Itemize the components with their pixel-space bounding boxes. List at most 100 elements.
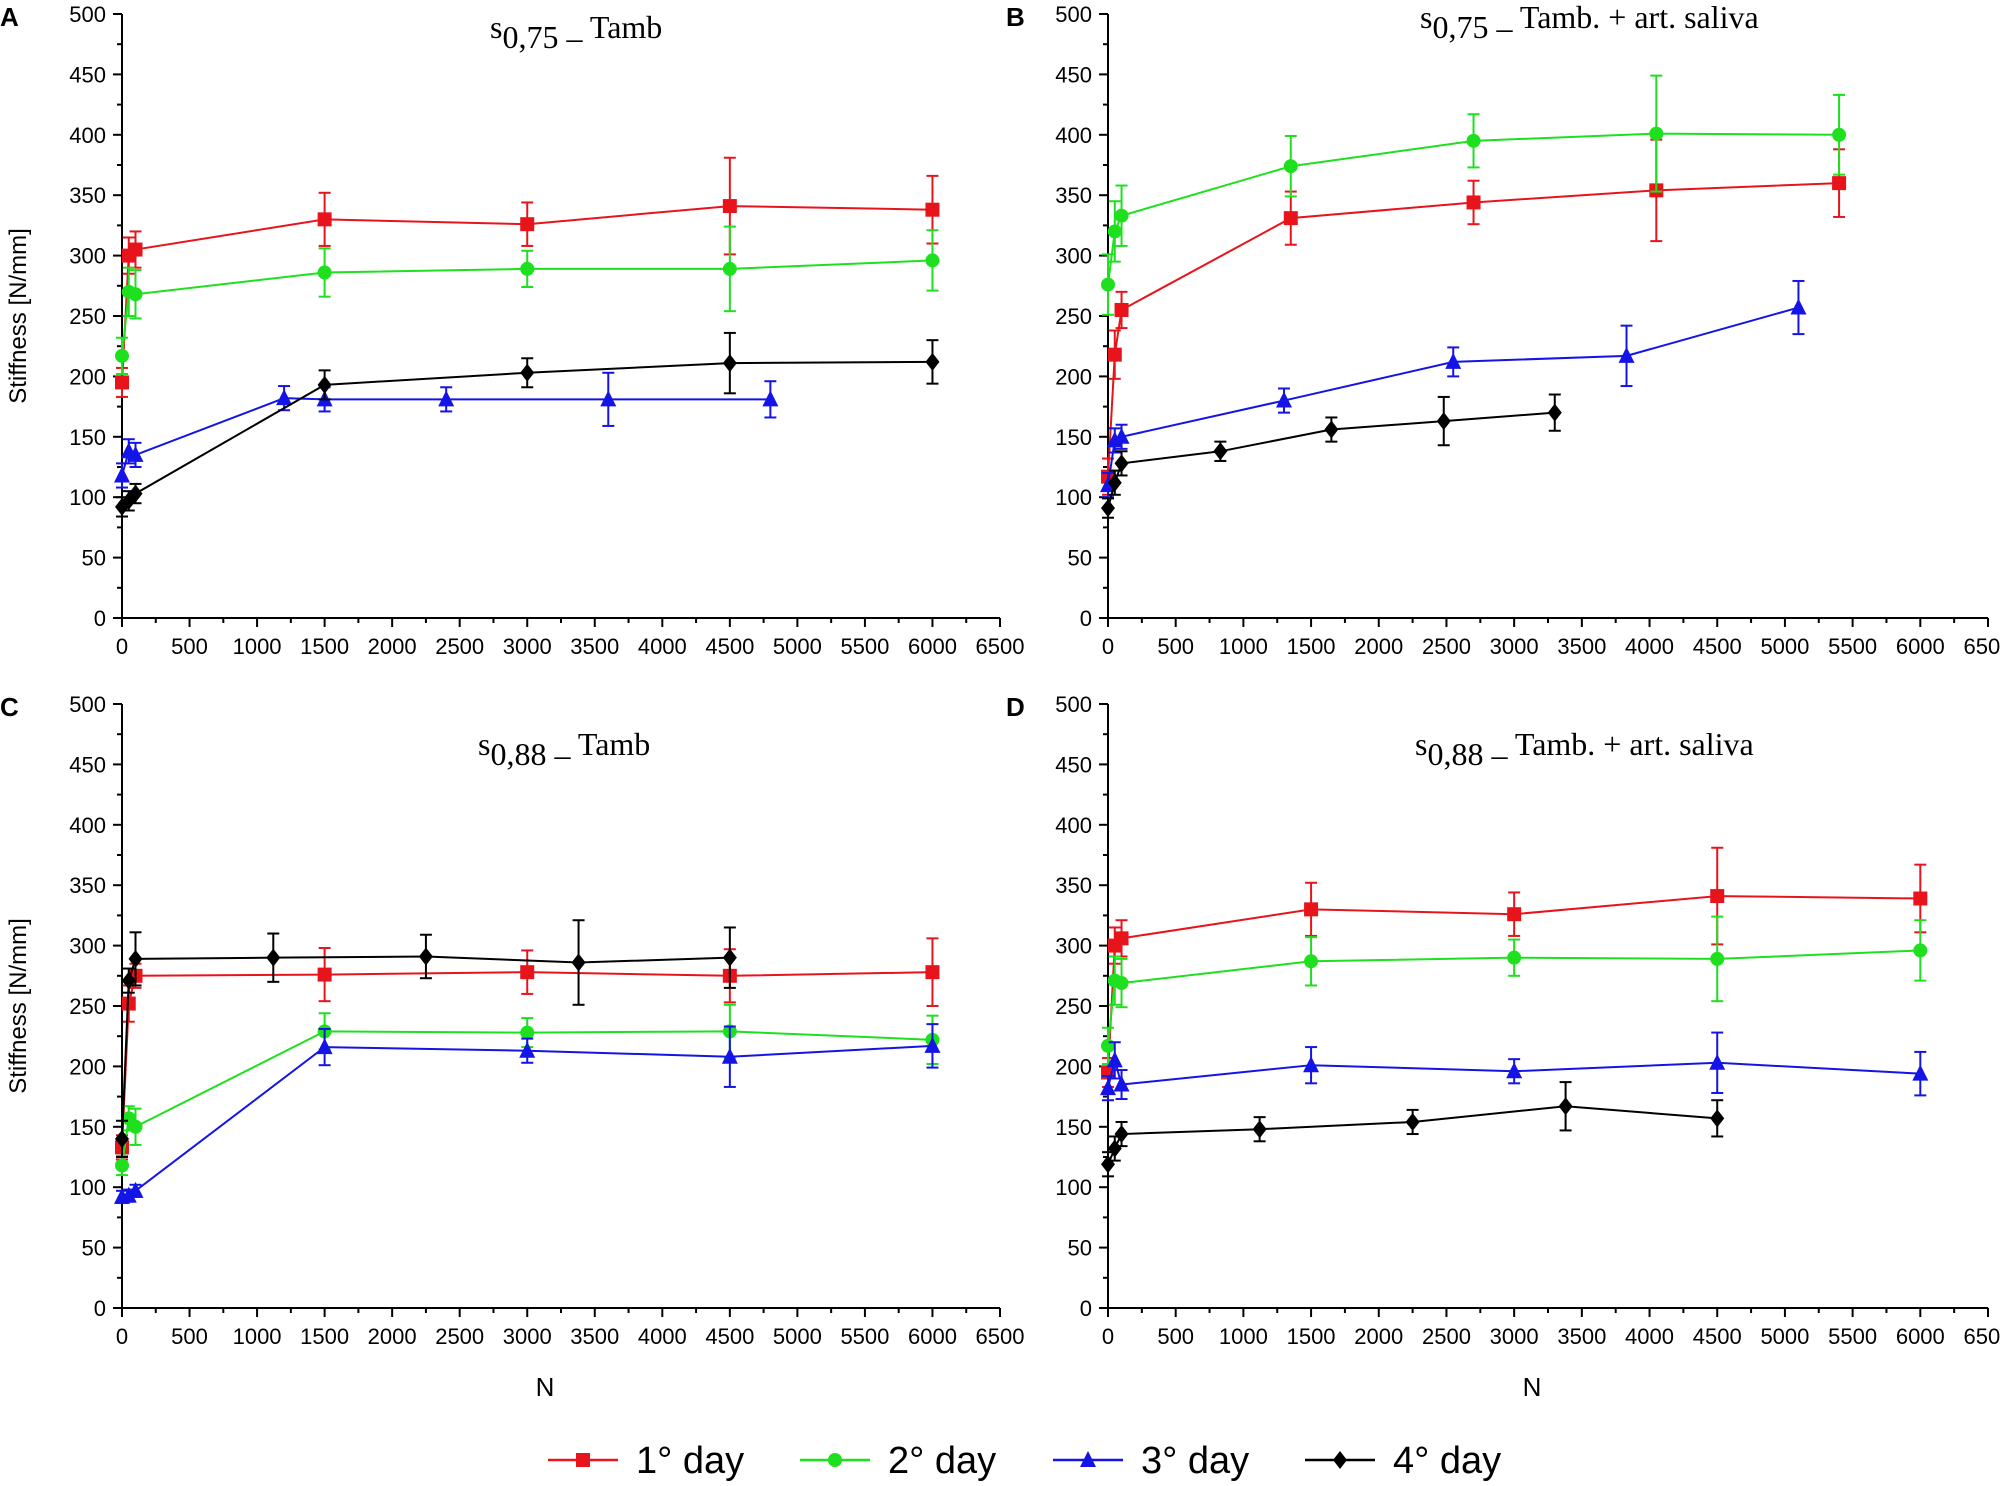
data-point [1107,473,1122,492]
data-point [317,967,332,982]
title-subscript: 0,88 [490,736,546,772]
data-point [1709,1053,1726,1070]
x-tick-label: 2500 [435,634,484,659]
y-tick-label: 100 [1055,485,1092,510]
data-point [1101,1038,1115,1053]
x-tick-label: 2500 [1422,1324,1471,1349]
y-tick-label: 400 [1055,123,1092,148]
series-1day [1101,846,1928,1088]
data-point [1276,391,1292,408]
data-point [520,965,535,980]
legend-marker-circle [828,1453,842,1467]
y-tick-label: 400 [69,123,106,148]
data-point [1445,352,1462,369]
data-point [1649,126,1664,141]
x-tick-label: 4000 [638,1324,687,1349]
panel-letter: C [0,692,19,722]
x-tick-label: 5500 [840,1324,889,1349]
x-tick-label: 4500 [705,634,754,659]
series-3day [1100,1031,1929,1102]
x-tick-label: 500 [1157,634,1194,659]
x-tick-label: 6500 [976,1324,1025,1349]
data-point [571,953,586,972]
x-tick-label: 2000 [368,634,417,659]
x-tick-label: 3000 [503,634,552,659]
data-point [1283,211,1298,226]
data-point [128,484,143,503]
x-tick-label: 1000 [233,1324,282,1349]
title-subscript: 0,75 [502,19,558,55]
x-tick-label: 6500 [1964,1324,2000,1349]
x-tick-label: 2000 [368,1324,417,1349]
data-point [1213,442,1228,461]
series-2day [115,225,940,375]
y-tick-label: 100 [1055,1175,1092,1200]
panel-title: s0,88 _ Tamb. + art. saliva [1415,726,1754,772]
y-tick-label: 300 [1055,244,1092,269]
data-point [1405,1112,1420,1131]
y-tick-label: 350 [1055,873,1092,898]
data-point [1114,931,1129,946]
series-2day [1101,74,1847,316]
data-point [115,1158,129,1173]
series-line [1107,182,1840,477]
x-tick-label: 3000 [1490,1324,1539,1349]
data-point [1618,346,1635,363]
data-point [520,217,535,232]
data-point [316,1038,333,1055]
x-tick-label: 4500 [705,1324,754,1349]
data-point [1114,976,1129,991]
y-tick-label: 500 [69,692,106,717]
x-tick-label: 5000 [1760,1324,1809,1349]
legend-label: 1° day [636,1440,744,1482]
x-tick-label: 1000 [233,634,282,659]
legend: 1° day 2° day 3° day 4° day [548,1440,1501,1482]
y-tick-label: 350 [69,873,106,898]
data-point [1114,208,1129,223]
data-point [317,375,332,394]
y-tick-label: 350 [69,183,106,208]
data-point [1114,302,1129,317]
x-tick-label: 6000 [908,1324,957,1349]
data-point [1113,427,1130,444]
y-tick-label: 200 [69,1054,106,1079]
data-point [520,1025,535,1040]
y-tick-label: 400 [1055,813,1092,838]
x-tick-label: 3000 [503,1324,552,1349]
legend-marker-triangle [1080,1451,1096,1467]
y-tick-label: 450 [1055,752,1092,777]
y-tick-label: 300 [69,934,106,959]
y-tick-label: 100 [69,485,106,510]
data-point [317,212,332,227]
x-tick-label: 6000 [1896,1324,1945,1349]
x-tick-label: 1500 [1287,1324,1336,1349]
data-point [1304,902,1319,917]
y-tick-label: 0 [94,1296,106,1321]
data-point [1466,195,1481,210]
series-3day [1100,279,1807,499]
x-tick-label: 500 [171,1324,208,1349]
data-point [128,287,143,302]
data-point [1107,224,1122,239]
legend-entry-day2: 2° day [800,1440,996,1482]
legend-entry-day4: 4° day [1305,1440,1501,1482]
legend-entry-day3: 3° day [1053,1440,1249,1482]
data-point [127,445,144,462]
y-tick-label: 250 [1055,994,1092,1019]
data-point [266,948,281,967]
data-point [1101,499,1115,518]
data-point [1303,1056,1320,1073]
data-point [1912,1064,1929,1081]
y-tick-label: 50 [1068,1236,1092,1261]
x-tick-label: 3500 [570,634,619,659]
x-tick-label: 3500 [1557,634,1606,659]
data-point [722,199,737,214]
x-tick-label: 5000 [1760,634,1809,659]
title-rest: _ Tamb. + art. saliva [1488,0,1758,35]
legend-label: 3° day [1141,1440,1249,1482]
x-tick-label: 0 [1102,1324,1114,1349]
y-tick-label: 150 [1055,1115,1092,1140]
title-subscript: 0,75 [1432,9,1488,45]
y-axis-label: Stiffness [N/mm] [5,918,32,1094]
